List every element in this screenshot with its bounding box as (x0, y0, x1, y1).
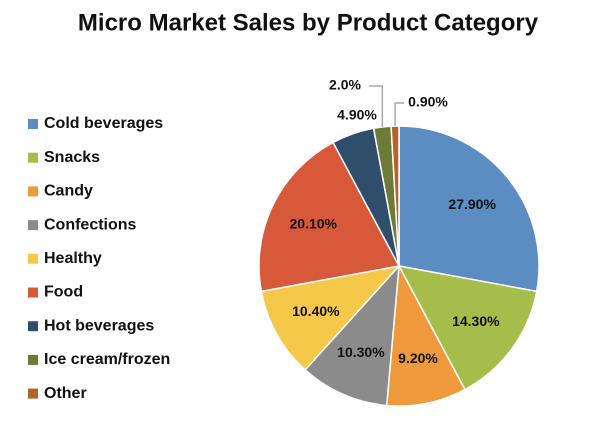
legend-swatch (28, 253, 38, 264)
pie-slice (390, 125, 400, 267)
legend-label: Cold beverages (44, 115, 163, 132)
pie-slice (398, 125, 540, 293)
legend-swatch (28, 186, 38, 197)
legend-swatch (28, 321, 38, 332)
legend-swatch (28, 220, 38, 231)
legend-label: Confections (44, 216, 137, 233)
data-label: 14.30% (452, 313, 500, 329)
legend-swatch (28, 354, 38, 365)
pie-slice (258, 141, 401, 293)
pie-slice (397, 264, 538, 391)
legend-label: Hot beverages (44, 317, 154, 334)
legend-swatch (28, 287, 38, 298)
legend-swatch (28, 152, 38, 163)
leader-line (369, 85, 384, 127)
pie-slice (304, 263, 400, 407)
legend-swatch (28, 119, 38, 129)
legend-label: Food (44, 284, 83, 301)
data-label: 9.20% (398, 350, 438, 366)
legend-label: Snacks (44, 149, 100, 166)
legend-label: Healthy (44, 250, 102, 267)
legend-swatch (28, 388, 38, 399)
leader-line (394, 102, 404, 127)
data-label: 10.40% (292, 303, 340, 319)
data-label: 4.90% (337, 107, 377, 123)
data-label: 20.10% (290, 215, 338, 231)
data-label: 2.0% (329, 77, 361, 93)
pie-slice (385, 263, 466, 407)
legend-label: Candy (44, 183, 93, 200)
chart-title: Micro Market Sales by Product Category (78, 9, 539, 36)
data-label: 0.90% (408, 94, 448, 110)
data-label: 27.90% (448, 196, 496, 212)
legend-label: Ice cream/frozen (44, 351, 170, 368)
data-label: 10.30% (337, 344, 385, 360)
pie-slice (260, 264, 402, 371)
legend-label: Other (44, 385, 87, 402)
